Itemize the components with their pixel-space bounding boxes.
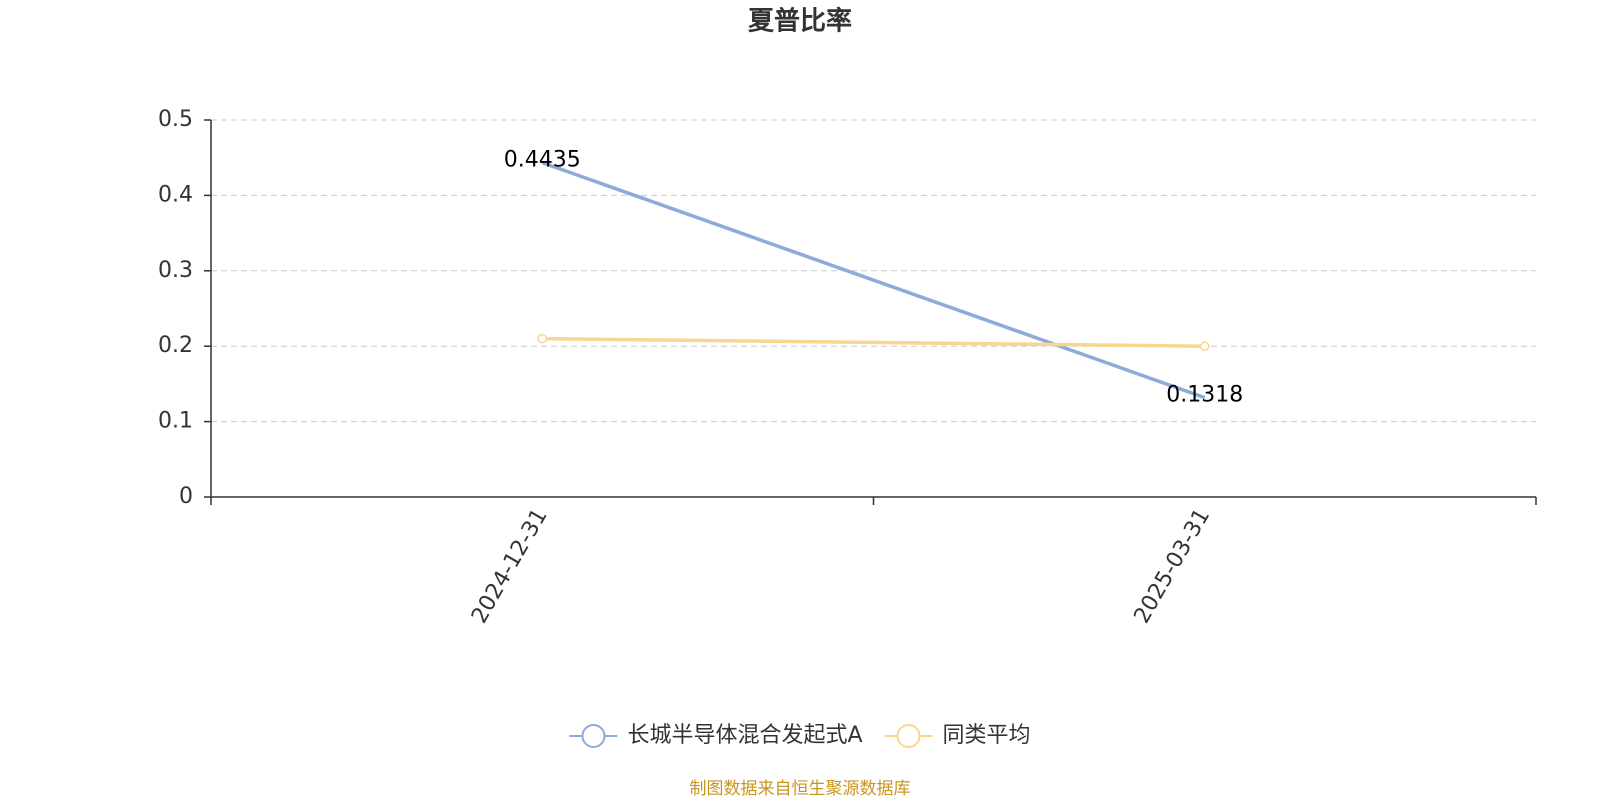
y-tick-label: 0.4	[158, 182, 193, 207]
data-point	[1200, 341, 1210, 351]
y-tick-label: 0.1	[158, 409, 193, 434]
y-tick-label: 0.3	[158, 258, 193, 283]
legend-symbol	[581, 724, 606, 748]
chart-title: 夏普比率	[748, 6, 852, 37]
data-label: 0.4435	[504, 148, 581, 173]
legend-label: 长城半导体混合发起式A	[627, 723, 862, 748]
series-line	[541, 160, 1206, 400]
source-note: 制图数据来自恒生聚源数据库	[690, 779, 911, 799]
legend-label: 同类平均	[943, 723, 1031, 748]
x-tick-label: 2025-03-31	[1130, 505, 1216, 628]
y-tick-label: 0.2	[158, 333, 193, 358]
legend-symbol	[896, 724, 921, 748]
series-line	[542, 336, 1205, 348]
data-point	[537, 333, 547, 344]
y-tick-label: 0.5	[158, 107, 193, 132]
data-label: 0.1318	[1166, 383, 1243, 408]
x-tick-label: 2024-12-31	[467, 505, 553, 628]
legend: 长城半导体混合发起式A 同类平均	[569, 723, 1031, 748]
y-tick-label: 0	[179, 484, 193, 509]
